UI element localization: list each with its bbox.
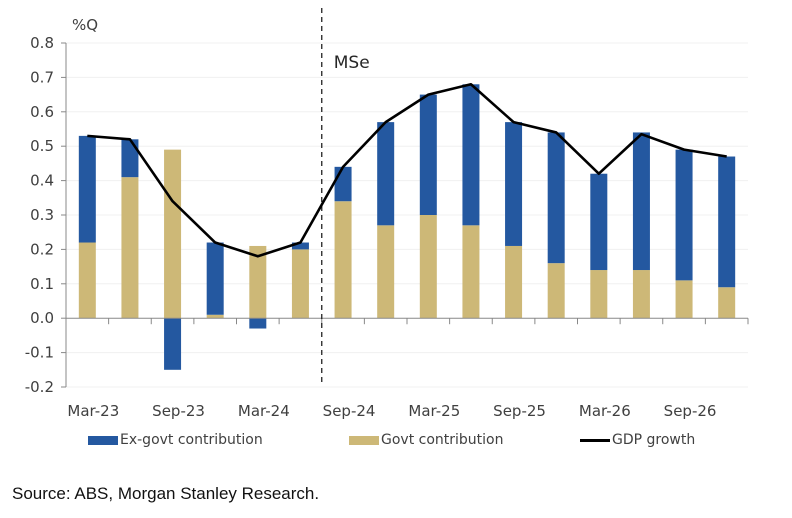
chart-area: -0.2 -0.1 0.0 0.1 0.2 0.3 0.4 0.5 0.6 0.7 0.8 %Q M… bbox=[25, 8, 749, 420]
y-tick-label: 0.3 bbox=[30, 206, 54, 224]
legend-swatch-gdp bbox=[580, 438, 610, 442]
ex-govt-bar bbox=[505, 122, 523, 246]
govt-bar bbox=[675, 280, 693, 319]
x-tick-label: Mar-24 bbox=[238, 402, 290, 420]
govt-bar bbox=[291, 249, 309, 319]
govt-bar bbox=[462, 225, 480, 319]
ex-govt-bar bbox=[121, 139, 139, 178]
bars bbox=[78, 84, 736, 370]
govt-bar bbox=[547, 263, 565, 319]
legend-swatch-ex-govt bbox=[88, 435, 118, 445]
govt-bar bbox=[78, 242, 96, 319]
forecast-divider: MSe bbox=[321, 8, 370, 383]
ex-govt-bar bbox=[249, 318, 267, 329]
legend-label-govt: Govt contribution bbox=[381, 432, 504, 448]
ex-govt-bar bbox=[675, 149, 693, 281]
gdp-growth-line bbox=[87, 82, 727, 258]
y-axis: -0.2 -0.1 0.0 0.1 0.2 0.3 0.4 0.5 0.6 0.7 0.8 bbox=[25, 34, 67, 396]
legend-item-govt: Govt contribution bbox=[349, 432, 504, 448]
legend: Ex-govt contribution Govt contribution G… bbox=[0, 432, 792, 456]
forecast-label: MSe bbox=[334, 53, 370, 73]
legend-item-ex-govt: Ex-govt contribution bbox=[88, 432, 263, 448]
legend-swatch-govt bbox=[349, 435, 379, 445]
y-tick-label: 0.1 bbox=[30, 275, 54, 293]
y-tick-label: 0.5 bbox=[30, 137, 54, 155]
x-tick-label: Sep-26 bbox=[664, 402, 717, 420]
govt-bar bbox=[334, 201, 352, 319]
govt-bar bbox=[164, 149, 182, 319]
y-tick-label: -0.1 bbox=[25, 344, 54, 362]
y-tick-label: 0.4 bbox=[30, 172, 54, 190]
govt-bar bbox=[505, 245, 523, 319]
y-axis-label: %Q bbox=[72, 16, 98, 34]
x-tick-label: Mar-23 bbox=[67, 402, 119, 420]
ex-govt-bar bbox=[632, 132, 650, 271]
gdp-growth-line-group bbox=[87, 82, 727, 258]
y-tick-label: 0.6 bbox=[30, 103, 54, 121]
govt-bar bbox=[206, 314, 224, 319]
ex-govt-bar bbox=[291, 242, 309, 250]
ex-govt-bar bbox=[164, 318, 182, 370]
x-tick-label: Mar-26 bbox=[579, 402, 631, 420]
x-tick-label: Sep-24 bbox=[323, 402, 376, 420]
govt-bar bbox=[419, 215, 437, 319]
y-tick-label: -0.2 bbox=[25, 378, 54, 396]
legend-item-gdp: GDP growth bbox=[580, 432, 695, 448]
x-tick-label: Sep-23 bbox=[152, 402, 205, 420]
ex-govt-bar bbox=[718, 156, 736, 288]
ex-govt-bar bbox=[78, 135, 96, 243]
y-tick-label: 0.0 bbox=[30, 309, 54, 327]
ex-govt-bar bbox=[334, 166, 352, 202]
ex-govt-bar bbox=[462, 84, 480, 226]
govt-bar bbox=[718, 287, 736, 319]
x-tick-label: Mar-25 bbox=[408, 402, 460, 420]
govt-bar bbox=[121, 177, 139, 319]
source-note: Source: ABS, Morgan Stanley Research. bbox=[12, 484, 320, 503]
legend-label-ex-govt: Ex-govt contribution bbox=[120, 432, 263, 448]
ex-govt-bar bbox=[547, 132, 565, 264]
govt-bar bbox=[632, 270, 650, 319]
ex-govt-bar bbox=[590, 173, 608, 271]
ex-govt-bar bbox=[377, 122, 395, 226]
govt-bar bbox=[377, 225, 395, 319]
govt-bar bbox=[590, 270, 608, 319]
ex-govt-bar bbox=[419, 94, 437, 215]
y-tick-label: 0.8 bbox=[30, 34, 54, 52]
ex-govt-bar bbox=[206, 242, 224, 315]
y-tick-label: 0.2 bbox=[30, 240, 54, 258]
legend-label-gdp: GDP growth bbox=[612, 432, 696, 448]
x-axis: Mar-23 Sep-23 Mar-24 Sep-24 Mar-25 Sep-25 Mar-… bbox=[65, 317, 749, 420]
govt-bar bbox=[249, 245, 267, 319]
y-tick-label: 0.7 bbox=[30, 68, 54, 86]
x-tick-label: Sep-25 bbox=[493, 402, 546, 420]
